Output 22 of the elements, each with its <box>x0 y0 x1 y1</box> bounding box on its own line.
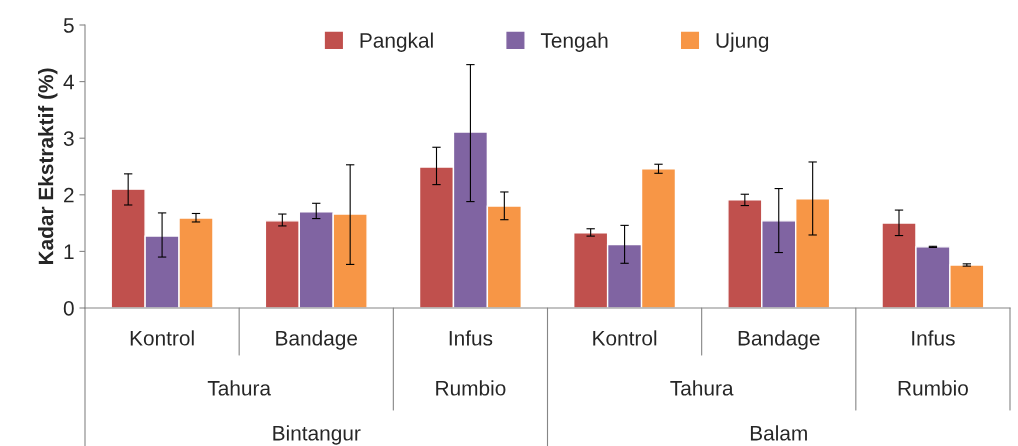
x-tick-label: Kontrol <box>130 330 194 346</box>
y-tick-label: 5 <box>63 18 74 33</box>
text: Rumbio <box>898 380 968 396</box>
x-tick-label: Bandage <box>276 330 358 350</box>
legend-label: Ujung <box>716 32 769 52</box>
x-tick-label: Bandage <box>738 330 820 350</box>
x-tick-label: Infus <box>912 330 955 346</box>
legend-label: Tengah <box>540 32 608 52</box>
x-tick-label: Kontrol <box>593 330 657 346</box>
text: Bintangur <box>273 425 361 445</box>
text: Rumbio <box>436 380 506 396</box>
text: Balam <box>750 425 807 441</box>
y-tick-label: 2 <box>64 187 74 203</box>
y-tick-label: 1 <box>64 244 74 259</box>
y-tick-label: 3 <box>63 131 74 146</box>
y-tick-label: 0 <box>63 301 74 316</box>
y-axis-title: Kadar Ekstraktif (%) <box>38 68 58 265</box>
legend-label: Pangkal <box>360 32 433 52</box>
x-tick-label: Infus <box>449 330 493 346</box>
text: Tahura <box>207 380 272 396</box>
y-tick-label: 4 <box>63 74 74 90</box>
text: Tahura <box>670 380 734 396</box>
